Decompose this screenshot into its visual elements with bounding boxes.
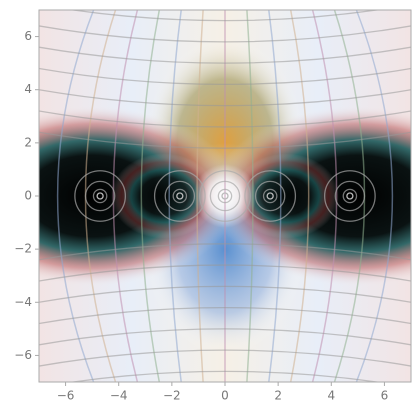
contour-line bbox=[268, 10, 282, 382]
contour-ring bbox=[172, 188, 188, 204]
zero-point bbox=[346, 192, 354, 200]
x-tick-label: 4 bbox=[327, 389, 335, 403]
y-tick-label: 2 bbox=[24, 135, 32, 149]
contour-ring bbox=[334, 180, 366, 212]
y-tick-label: 0 bbox=[24, 189, 32, 203]
x-tick-label: −4 bbox=[110, 389, 128, 403]
contour-line bbox=[39, 349, 411, 367]
contour-line bbox=[289, 10, 310, 382]
contour-ring bbox=[244, 170, 297, 222]
contour-line bbox=[56, 10, 95, 382]
x-tick-label: 2 bbox=[274, 389, 282, 403]
contour-ring bbox=[209, 180, 241, 212]
zero-point bbox=[176, 192, 184, 200]
contour-line bbox=[355, 10, 394, 382]
contour-ring bbox=[92, 188, 108, 204]
contour-line bbox=[140, 10, 161, 382]
y-tick-label: −6 bbox=[14, 348, 32, 362]
contour-line bbox=[168, 10, 182, 382]
y-tick-label: 4 bbox=[24, 82, 32, 96]
dark-region bbox=[110, 153, 218, 239]
contour-line bbox=[39, 264, 411, 282]
contour-line bbox=[112, 10, 139, 382]
contour-ring bbox=[84, 180, 116, 212]
contour-line bbox=[246, 10, 254, 382]
x-tick-label: −6 bbox=[57, 389, 75, 403]
zero-point bbox=[266, 192, 274, 200]
contour-ring bbox=[74, 170, 127, 222]
contour-line bbox=[68, 10, 382, 22]
contour-line bbox=[39, 25, 411, 43]
x-tick-label: 0 bbox=[221, 389, 229, 403]
contour-line bbox=[68, 370, 382, 382]
contour-line bbox=[39, 243, 411, 261]
y-tick-label: 6 bbox=[24, 29, 32, 43]
contour-ring bbox=[254, 180, 286, 212]
contour-ring bbox=[153, 170, 206, 222]
zero-point bbox=[221, 192, 229, 200]
y-tick-label: −2 bbox=[14, 242, 32, 256]
contour-line bbox=[311, 10, 338, 382]
contour-line bbox=[39, 67, 411, 86]
y-tick-label: −4 bbox=[14, 295, 32, 309]
contour-line bbox=[39, 46, 411, 64]
contour-ring bbox=[164, 180, 196, 212]
contour-line bbox=[39, 131, 411, 149]
contour-ring bbox=[262, 188, 278, 204]
contour-line bbox=[39, 285, 411, 303]
contour-ring bbox=[199, 170, 251, 222]
contour-ring bbox=[342, 188, 358, 204]
contour-line bbox=[39, 110, 411, 128]
zero-point bbox=[96, 192, 104, 200]
contour-ring bbox=[217, 188, 233, 204]
contour-line bbox=[39, 306, 411, 325]
contour-ring bbox=[323, 170, 376, 222]
contour-line bbox=[196, 10, 204, 382]
dark-region bbox=[232, 153, 340, 239]
x-tick-label: 6 bbox=[381, 389, 389, 403]
contour-line bbox=[39, 89, 411, 107]
x-tick-label: −2 bbox=[163, 389, 181, 403]
contour-line bbox=[39, 328, 411, 346]
